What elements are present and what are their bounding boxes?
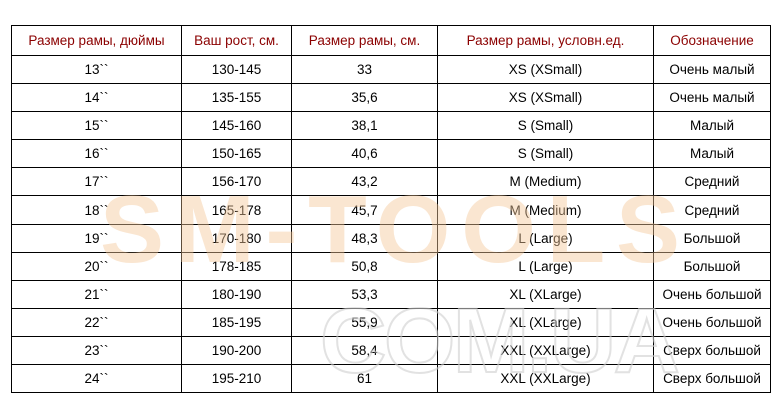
table-cell: Очень большой xyxy=(653,307,771,337)
table-cell: Большой xyxy=(653,251,771,281)
table-cell: Очень большой xyxy=(653,279,771,309)
table-cell: 16`` xyxy=(11,139,182,169)
table-cell: 20`` xyxy=(11,251,182,281)
table-cell: 19`` xyxy=(11,223,182,253)
table-cell: S (Small) xyxy=(437,111,654,141)
table-row: 21`` 180-190 53,3 XL (XLarge) Очень большой xyxy=(11,279,771,309)
table-cell: 15`` xyxy=(11,111,182,141)
header-row: Размер рамы, дюймы Ваш рост, см. Размер ра… xyxy=(11,25,771,56)
table-cell: 50,8 xyxy=(291,251,438,281)
table-cell: L (Large) xyxy=(437,223,654,253)
table-row: 17`` 156-170 43,2 M (Medium) Средний xyxy=(11,167,771,197)
table-cell: Малый xyxy=(653,139,771,169)
table-cell: 165-178 xyxy=(181,195,292,225)
table-row: 22`` 185-195 55,9 XL (XLarge) Очень большой xyxy=(11,307,771,337)
table-cell: 18`` xyxy=(11,195,182,225)
table-cell: Сверх большой xyxy=(653,364,771,394)
table-cell: 170-180 xyxy=(181,223,292,253)
table-cell: Малый xyxy=(653,111,771,141)
table-cell: 40,6 xyxy=(291,139,438,169)
table-cell: S (Small) xyxy=(437,139,654,169)
table-cell: XS (XSmall) xyxy=(437,54,654,85)
table-cell: 53,3 xyxy=(291,279,438,309)
table-cell: 178-185 xyxy=(181,251,292,281)
table-cell: 24`` xyxy=(11,364,182,394)
table-cell: XXL (XXLarge) xyxy=(437,364,654,394)
table-cell: XL (XLarge) xyxy=(437,307,654,337)
table-cell: Средний xyxy=(653,195,771,225)
table-cell: XL (XLarge) xyxy=(437,279,654,309)
table-row: 23`` 190-200 58,4 XXL (XXLarge) Сверх большо… xyxy=(11,335,771,366)
table-row: 19`` 170-180 48,3 L (Large) Большой xyxy=(11,223,771,253)
table-row: 14`` 135-155 35,6 XS (XSmall) Очень малый xyxy=(11,83,771,113)
table-cell: 156-170 xyxy=(181,167,292,197)
table-cell: L (Large) xyxy=(437,251,654,281)
table-cell: 55,9 xyxy=(291,307,438,337)
column-header: Размер рамы, условн.ед. xyxy=(437,25,654,56)
table-cell: 135-155 xyxy=(181,83,292,113)
table-cell: Очень малый xyxy=(653,54,771,85)
table-cell: XS (XSmall) xyxy=(437,83,654,113)
table-cell: 180-190 xyxy=(181,279,292,309)
table-cell: Средний xyxy=(653,167,771,197)
table-cell: 195-210 xyxy=(181,364,292,394)
table-cell: 61 xyxy=(291,364,438,394)
table-cell: 14`` xyxy=(11,83,182,113)
table-row: 24`` 195-210 61 XXL (XXLarge) Сверх большой xyxy=(11,364,771,394)
table-cell: M (Medium) xyxy=(437,195,654,225)
table-cell: 130-145 xyxy=(181,54,292,85)
table-row: 15`` 145-160 38,1 S (Small) Малый xyxy=(11,111,771,141)
table-cell: 190-200 xyxy=(181,335,292,366)
table-row: 20`` 178-185 50,8 L (Large) Большой xyxy=(11,251,771,281)
table-cell: 33 xyxy=(291,54,438,85)
table-cell: 21`` xyxy=(11,279,182,309)
table-row: 18`` 165-178 45,7 M (Medium) Средний xyxy=(11,195,771,225)
table-cell: 145-160 xyxy=(181,111,292,141)
table-cell: 23`` xyxy=(11,335,182,366)
table-cell: Сверх большой xyxy=(653,335,771,366)
table-cell: 35,6 xyxy=(291,83,438,113)
table-cell: Очень малый xyxy=(653,83,771,113)
table-cell: 185-195 xyxy=(181,307,292,337)
table-cell: 17`` xyxy=(11,167,182,197)
table-cell: XXL (XXLarge) xyxy=(437,335,654,366)
table-cell: Большой xyxy=(653,223,771,253)
table-cell: 13`` xyxy=(11,54,182,85)
table-cell: 45,7 xyxy=(291,195,438,225)
table-cell: 150-165 xyxy=(181,139,292,169)
column-header: Размер рамы, дюймы xyxy=(11,25,182,56)
column-header: Обозначение xyxy=(653,25,771,56)
table-cell: 48,3 xyxy=(291,223,438,253)
table-cell: 22`` xyxy=(11,307,182,337)
table-row: 13`` 130-145 33 XS (XSmall) Очень малый xyxy=(11,54,771,85)
table-cell: 43,2 xyxy=(291,167,438,197)
column-header: Ваш рост, см. xyxy=(181,25,292,56)
frame-size-table: Размер рамы, дюймы Ваш рост, см. Размер ра… xyxy=(11,25,771,394)
table-cell: 58,4 xyxy=(291,335,438,366)
column-header: Размер рамы, см. xyxy=(291,25,438,56)
table-cell: 38,1 xyxy=(291,111,438,141)
table-row: 16`` 150-165 40,6 S (Small) Малый xyxy=(11,139,771,169)
table-cell: M (Medium) xyxy=(437,167,654,197)
